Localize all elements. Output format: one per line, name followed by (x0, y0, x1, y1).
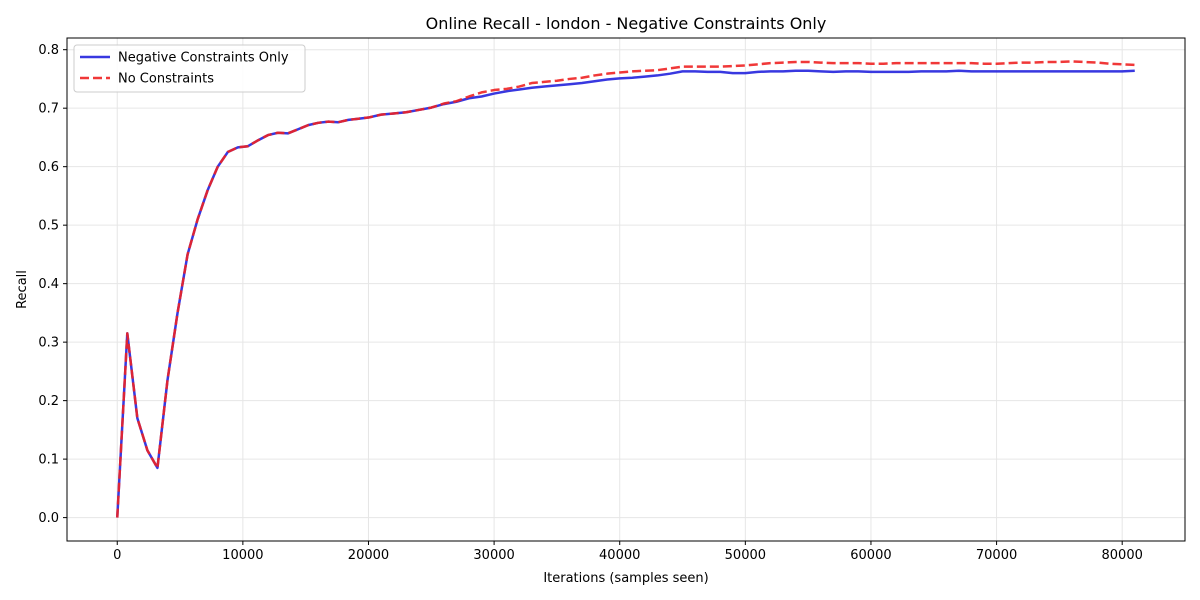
x-tick-label: 50000 (725, 548, 766, 563)
y-tick-label: 0.3 (38, 336, 59, 351)
y-tick-label: 0.7 (38, 102, 59, 117)
series-line-negative-constraints-only (116, 69, 1135, 518)
y-tick-label: 0.4 (38, 277, 59, 292)
axis-ticks: 0 10000 20000 30000 40000 50000 60000 70000 8000… (38, 43, 1143, 563)
x-tick-label: 70000 (976, 548, 1017, 563)
x-tick-label: 80000 (1102, 548, 1143, 563)
chart-title: Online Recall - london - Negative Constr… (426, 14, 827, 33)
legend-label: No Constraints (118, 72, 214, 87)
x-tick-label: 40000 (599, 548, 640, 563)
x-tick-label: 0 (113, 548, 121, 563)
legend-box (73, 44, 306, 93)
x-tick-label: 20000 (348, 548, 389, 563)
x-tick-label: 60000 (850, 548, 891, 563)
grid-lines (67, 38, 1185, 541)
x-axis-label: Iterations (samples seen) (543, 571, 708, 586)
series-lines (116, 60, 1135, 518)
y-tick-label: 0.8 (38, 43, 59, 58)
y-tick-label: 0.2 (38, 394, 59, 409)
y-tick-label: 0.6 (38, 160, 59, 175)
y-axis-label: Recall (15, 270, 30, 309)
legend-label: Negative Constraints Only (118, 51, 289, 66)
plot-frame (66, 37, 1186, 542)
legend: Negative Constraints Only No Constraints (73, 44, 306, 93)
y-tick-label: 0.0 (38, 511, 59, 526)
y-tick-label: 0.5 (38, 219, 59, 234)
x-tick-label: 10000 (222, 548, 263, 563)
series-line-no-constraints (116, 60, 1135, 518)
y-tick-label: 0.1 (38, 453, 59, 468)
x-tick-label: 30000 (473, 548, 514, 563)
